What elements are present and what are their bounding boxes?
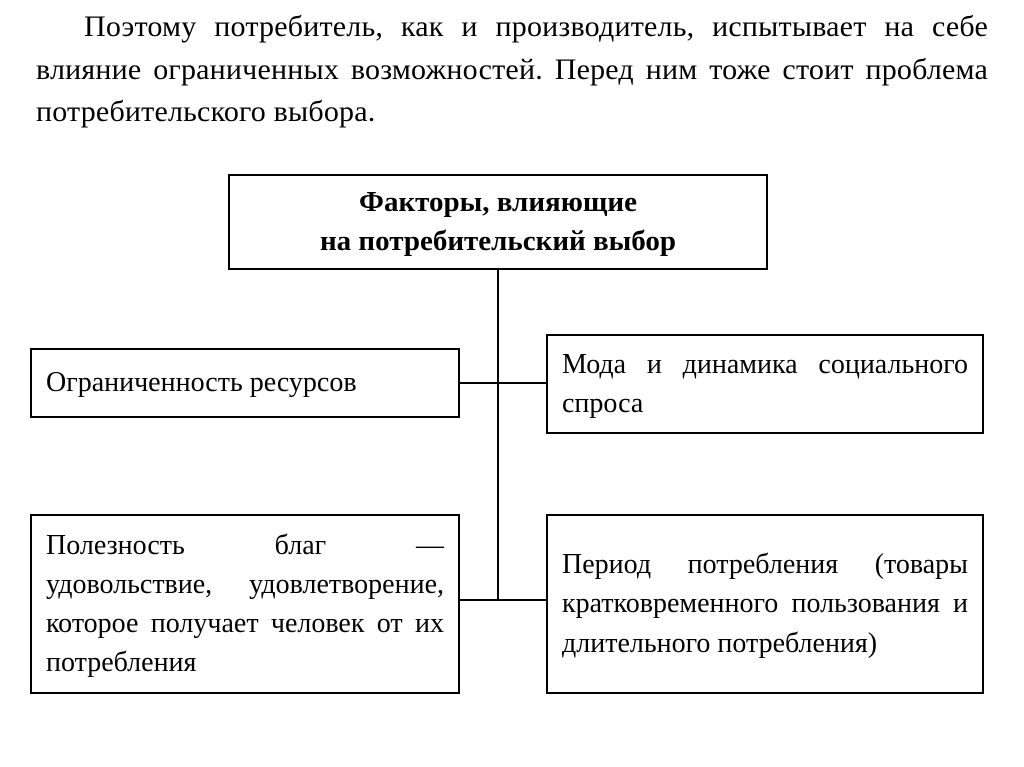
root-node-line2: на потребительский выбор: [320, 225, 676, 257]
root-node-label: Факторы, влияющие на потребительский выб…: [320, 183, 676, 261]
node-utility-of-goods-label: Полезность благ — удовольствие, удовлетв…: [46, 526, 444, 683]
node-consumption-period-label: Период потребления (товары кратковременн…: [562, 545, 968, 663]
node-utility-of-goods: Полезность благ — удовольствие, удовлетв…: [30, 514, 460, 694]
node-resource-scarcity: Ограниченность ресурсов: [30, 348, 460, 418]
root-node-line1: Факторы, влияющие: [359, 186, 637, 218]
node-fashion-demand-label: Мода и динамика социального спроса: [562, 345, 968, 423]
node-fashion-demand: Мода и динамика социального спроса: [546, 334, 984, 434]
node-resource-scarcity-label: Ограниченность ресурсов: [46, 363, 444, 402]
root-node-factors: Факторы, влияющие на потребительский выб…: [228, 174, 768, 270]
node-consumption-period: Период потребления (товары кратковременн…: [546, 514, 984, 694]
intro-paragraph: Поэтому потребитель, как и производитель…: [36, 6, 988, 134]
